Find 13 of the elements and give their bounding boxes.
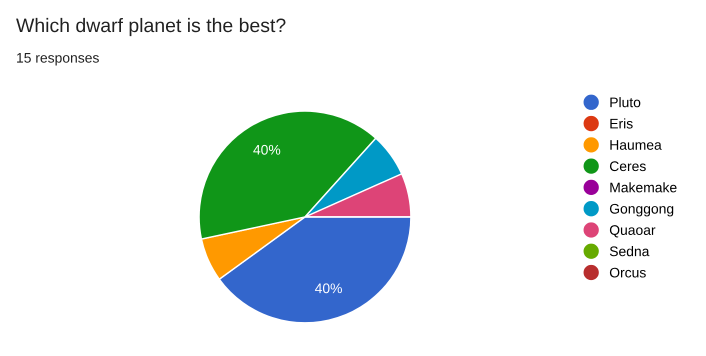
legend-label: Makemake bbox=[610, 182, 677, 192]
legend-label: Eris bbox=[610, 118, 633, 129]
chart-title: Which dwarf planet is the best? bbox=[16, 18, 286, 36]
data-label: 40% bbox=[314, 283, 342, 294]
data-label: 40% bbox=[253, 144, 280, 155]
legend-label: Gonggong bbox=[610, 204, 674, 216]
legend-label: Ceres bbox=[610, 161, 646, 172]
legend-label: Sedna bbox=[610, 246, 650, 256]
legend-label: Haumea bbox=[610, 140, 662, 150]
legend-label: Pluto bbox=[610, 97, 640, 108]
legend-label: Quaoar bbox=[610, 225, 656, 238]
text: 15 responses bbox=[17, 53, 99, 66]
legend-label: Orcus bbox=[610, 268, 646, 278]
